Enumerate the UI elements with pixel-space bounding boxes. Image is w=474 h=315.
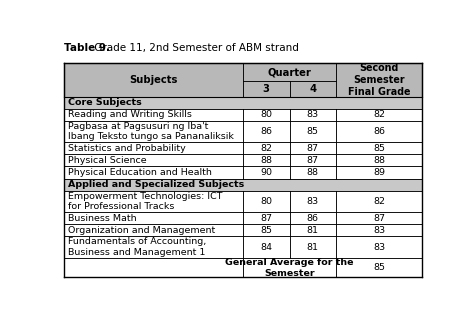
Polygon shape xyxy=(243,121,290,142)
Text: 85: 85 xyxy=(373,144,385,153)
Polygon shape xyxy=(290,166,336,179)
Polygon shape xyxy=(64,109,243,121)
Text: 86: 86 xyxy=(307,214,319,223)
Text: Business Math: Business Math xyxy=(68,214,137,223)
Text: 3: 3 xyxy=(263,84,270,94)
Text: 87: 87 xyxy=(373,214,385,223)
Polygon shape xyxy=(336,142,422,154)
Polygon shape xyxy=(336,109,422,121)
Text: Second
Semester
Final Grade: Second Semester Final Grade xyxy=(348,63,410,97)
Text: General Average for the
Semester: General Average for the Semester xyxy=(225,258,354,278)
Polygon shape xyxy=(64,224,243,236)
Text: 82: 82 xyxy=(260,144,272,153)
Text: 83: 83 xyxy=(373,243,385,252)
Text: Fundamentals of Accounting,
Business and Management 1: Fundamentals of Accounting, Business and… xyxy=(68,237,206,257)
Polygon shape xyxy=(290,212,336,224)
Polygon shape xyxy=(290,154,336,166)
Polygon shape xyxy=(336,236,422,258)
Text: 85: 85 xyxy=(307,127,319,136)
Polygon shape xyxy=(243,212,290,224)
Polygon shape xyxy=(336,121,422,142)
Text: Empowerment Technologies: ICT
for Professional Tracks: Empowerment Technologies: ICT for Profes… xyxy=(68,192,223,211)
Polygon shape xyxy=(64,258,243,278)
Polygon shape xyxy=(64,97,422,109)
Polygon shape xyxy=(64,121,243,142)
Polygon shape xyxy=(290,191,336,212)
Text: Physical Science: Physical Science xyxy=(68,156,146,165)
Polygon shape xyxy=(290,109,336,121)
Polygon shape xyxy=(243,258,336,278)
Polygon shape xyxy=(290,224,336,236)
Polygon shape xyxy=(336,191,422,212)
Text: 88: 88 xyxy=(260,156,272,165)
Polygon shape xyxy=(243,191,290,212)
Polygon shape xyxy=(336,166,422,179)
Text: Physical Education and Health: Physical Education and Health xyxy=(68,168,212,177)
Polygon shape xyxy=(336,63,422,97)
Polygon shape xyxy=(64,179,422,191)
Text: 86: 86 xyxy=(373,127,385,136)
Text: 83: 83 xyxy=(307,110,319,119)
Text: 84: 84 xyxy=(260,243,272,252)
Text: Organization and Management: Organization and Management xyxy=(68,226,215,235)
Polygon shape xyxy=(243,63,336,81)
Text: 85: 85 xyxy=(373,263,385,272)
Polygon shape xyxy=(336,258,422,278)
Polygon shape xyxy=(243,236,290,258)
Text: 81: 81 xyxy=(307,226,319,235)
Text: 87: 87 xyxy=(307,144,319,153)
Text: Quarter: Quarter xyxy=(268,67,311,77)
Text: 90: 90 xyxy=(260,168,272,177)
Text: Reading and Writing Skills: Reading and Writing Skills xyxy=(68,110,192,119)
Text: 87: 87 xyxy=(260,214,272,223)
Text: 82: 82 xyxy=(373,197,385,206)
Text: 80: 80 xyxy=(260,110,272,119)
Text: Applied and Specialized Subjects: Applied and Specialized Subjects xyxy=(68,180,244,189)
Text: 85: 85 xyxy=(260,226,272,235)
Text: Pagbasa at Pagsusuri ng Iba't
Ibang Teksto tungo sa Pananaliksik: Pagbasa at Pagsusuri ng Iba't Ibang Teks… xyxy=(68,122,234,141)
Text: Grade 11, 2nd Semester of ABM strand: Grade 11, 2nd Semester of ABM strand xyxy=(91,43,299,53)
Text: 81: 81 xyxy=(307,243,319,252)
Polygon shape xyxy=(336,212,422,224)
Polygon shape xyxy=(64,63,243,97)
Text: 82: 82 xyxy=(373,110,385,119)
Polygon shape xyxy=(290,81,336,97)
Polygon shape xyxy=(290,121,336,142)
Polygon shape xyxy=(243,154,290,166)
Text: 88: 88 xyxy=(307,168,319,177)
Text: 87: 87 xyxy=(307,156,319,165)
Text: Subjects: Subjects xyxy=(129,75,177,85)
Polygon shape xyxy=(64,236,243,258)
Text: Core Subjects: Core Subjects xyxy=(68,98,142,107)
Text: 89: 89 xyxy=(373,168,385,177)
Text: Table 9.: Table 9. xyxy=(64,43,109,53)
Text: 88: 88 xyxy=(373,156,385,165)
Text: 80: 80 xyxy=(260,197,272,206)
Polygon shape xyxy=(336,154,422,166)
Text: Statistics and Probability: Statistics and Probability xyxy=(68,144,186,153)
Polygon shape xyxy=(64,142,243,154)
Polygon shape xyxy=(243,109,290,121)
Polygon shape xyxy=(243,224,290,236)
Polygon shape xyxy=(336,224,422,236)
Polygon shape xyxy=(243,166,290,179)
Text: 83: 83 xyxy=(307,197,319,206)
Text: 83: 83 xyxy=(373,226,385,235)
Polygon shape xyxy=(243,142,290,154)
Polygon shape xyxy=(64,191,243,212)
Text: 86: 86 xyxy=(260,127,272,136)
Polygon shape xyxy=(64,154,243,166)
Text: 4: 4 xyxy=(309,84,317,94)
Polygon shape xyxy=(64,212,243,224)
Polygon shape xyxy=(243,81,290,97)
Polygon shape xyxy=(64,166,243,179)
Polygon shape xyxy=(290,236,336,258)
Polygon shape xyxy=(290,142,336,154)
